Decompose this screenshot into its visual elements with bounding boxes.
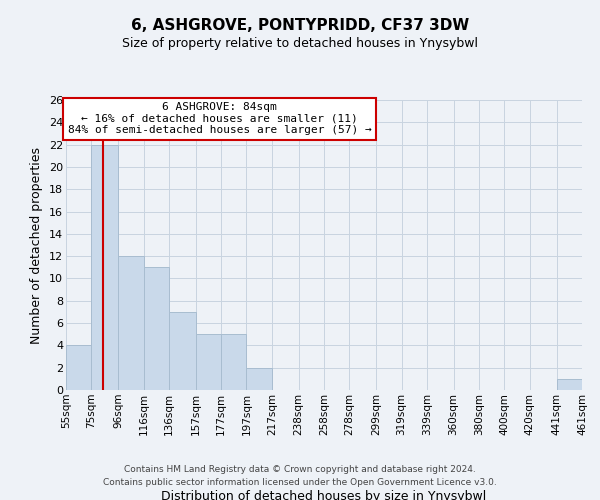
Text: 6 ASHGROVE: 84sqm
← 16% of detached houses are smaller (11)
84% of semi-detached: 6 ASHGROVE: 84sqm ← 16% of detached hous… <box>68 102 371 136</box>
Bar <box>247 368 272 390</box>
Bar <box>169 312 196 390</box>
Bar <box>91 144 118 390</box>
Bar <box>221 334 247 390</box>
Bar <box>66 346 91 390</box>
Text: Contains HM Land Registry data © Crown copyright and database right 2024.: Contains HM Land Registry data © Crown c… <box>124 466 476 474</box>
Bar <box>557 379 582 390</box>
Y-axis label: Number of detached properties: Number of detached properties <box>31 146 43 344</box>
Bar <box>143 268 169 390</box>
Bar <box>118 256 143 390</box>
Text: Contains public sector information licensed under the Open Government Licence v3: Contains public sector information licen… <box>103 478 497 487</box>
Text: 6, ASHGROVE, PONTYPRIDD, CF37 3DW: 6, ASHGROVE, PONTYPRIDD, CF37 3DW <box>131 18 469 32</box>
Bar <box>196 334 221 390</box>
Text: Size of property relative to detached houses in Ynysybwl: Size of property relative to detached ho… <box>122 38 478 51</box>
X-axis label: Distribution of detached houses by size in Ynysybwl: Distribution of detached houses by size … <box>161 490 487 500</box>
